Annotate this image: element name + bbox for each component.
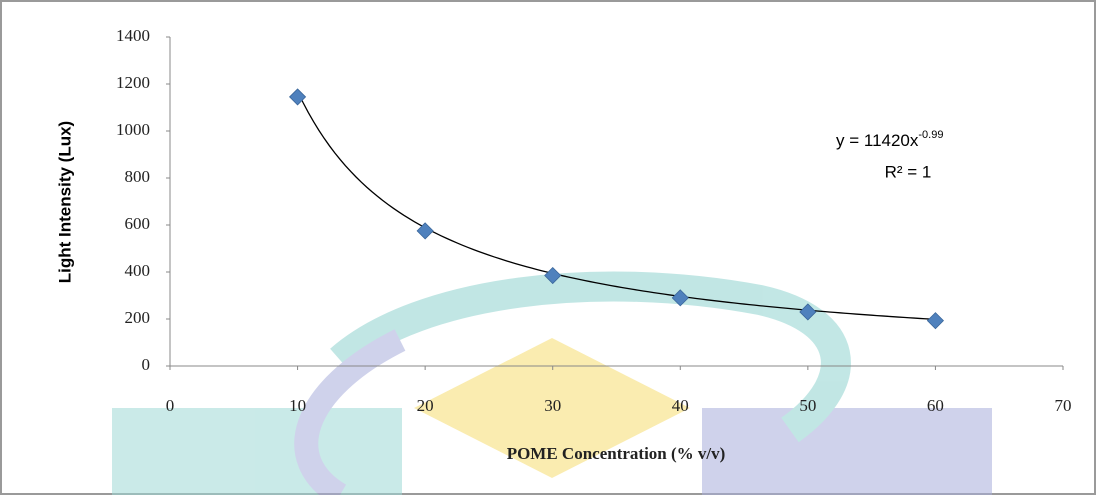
trend-equation-base: y = 11420x — [836, 131, 919, 150]
x-tick-label: 20 — [417, 396, 434, 415]
y-tick-label: 1000 — [116, 120, 150, 139]
trend-equation-exponent: -0.99 — [918, 129, 943, 141]
y-tick-label: 400 — [125, 261, 151, 280]
y-tick-label: 1200 — [116, 73, 150, 92]
y-tick-label: 600 — [125, 214, 151, 233]
trend-r-squared: R² = 1 — [885, 162, 932, 181]
y-tick-label: 1400 — [116, 26, 150, 45]
y-tick-label: 200 — [125, 308, 151, 327]
x-tick-label: 40 — [672, 396, 689, 415]
x-axis-title: POME Concentration (% v/v) — [507, 444, 726, 463]
y-axis-title: Light Intensity (Lux) — [55, 121, 74, 283]
y-tick-label: 0 — [142, 355, 151, 374]
x-tick-label: 60 — [927, 396, 944, 415]
watermark-block — [702, 408, 992, 495]
x-tick-label: 70 — [1055, 396, 1072, 415]
x-tick-label: 50 — [799, 396, 816, 415]
x-tick-label: 10 — [289, 396, 306, 415]
y-tick-label: 800 — [125, 167, 151, 186]
x-tick-label: 30 — [544, 396, 561, 415]
x-tick-label: 0 — [166, 396, 175, 415]
watermark-block — [112, 408, 402, 495]
chart: POME Concentration (% v/v) Light Intensi… — [0, 0, 1096, 495]
